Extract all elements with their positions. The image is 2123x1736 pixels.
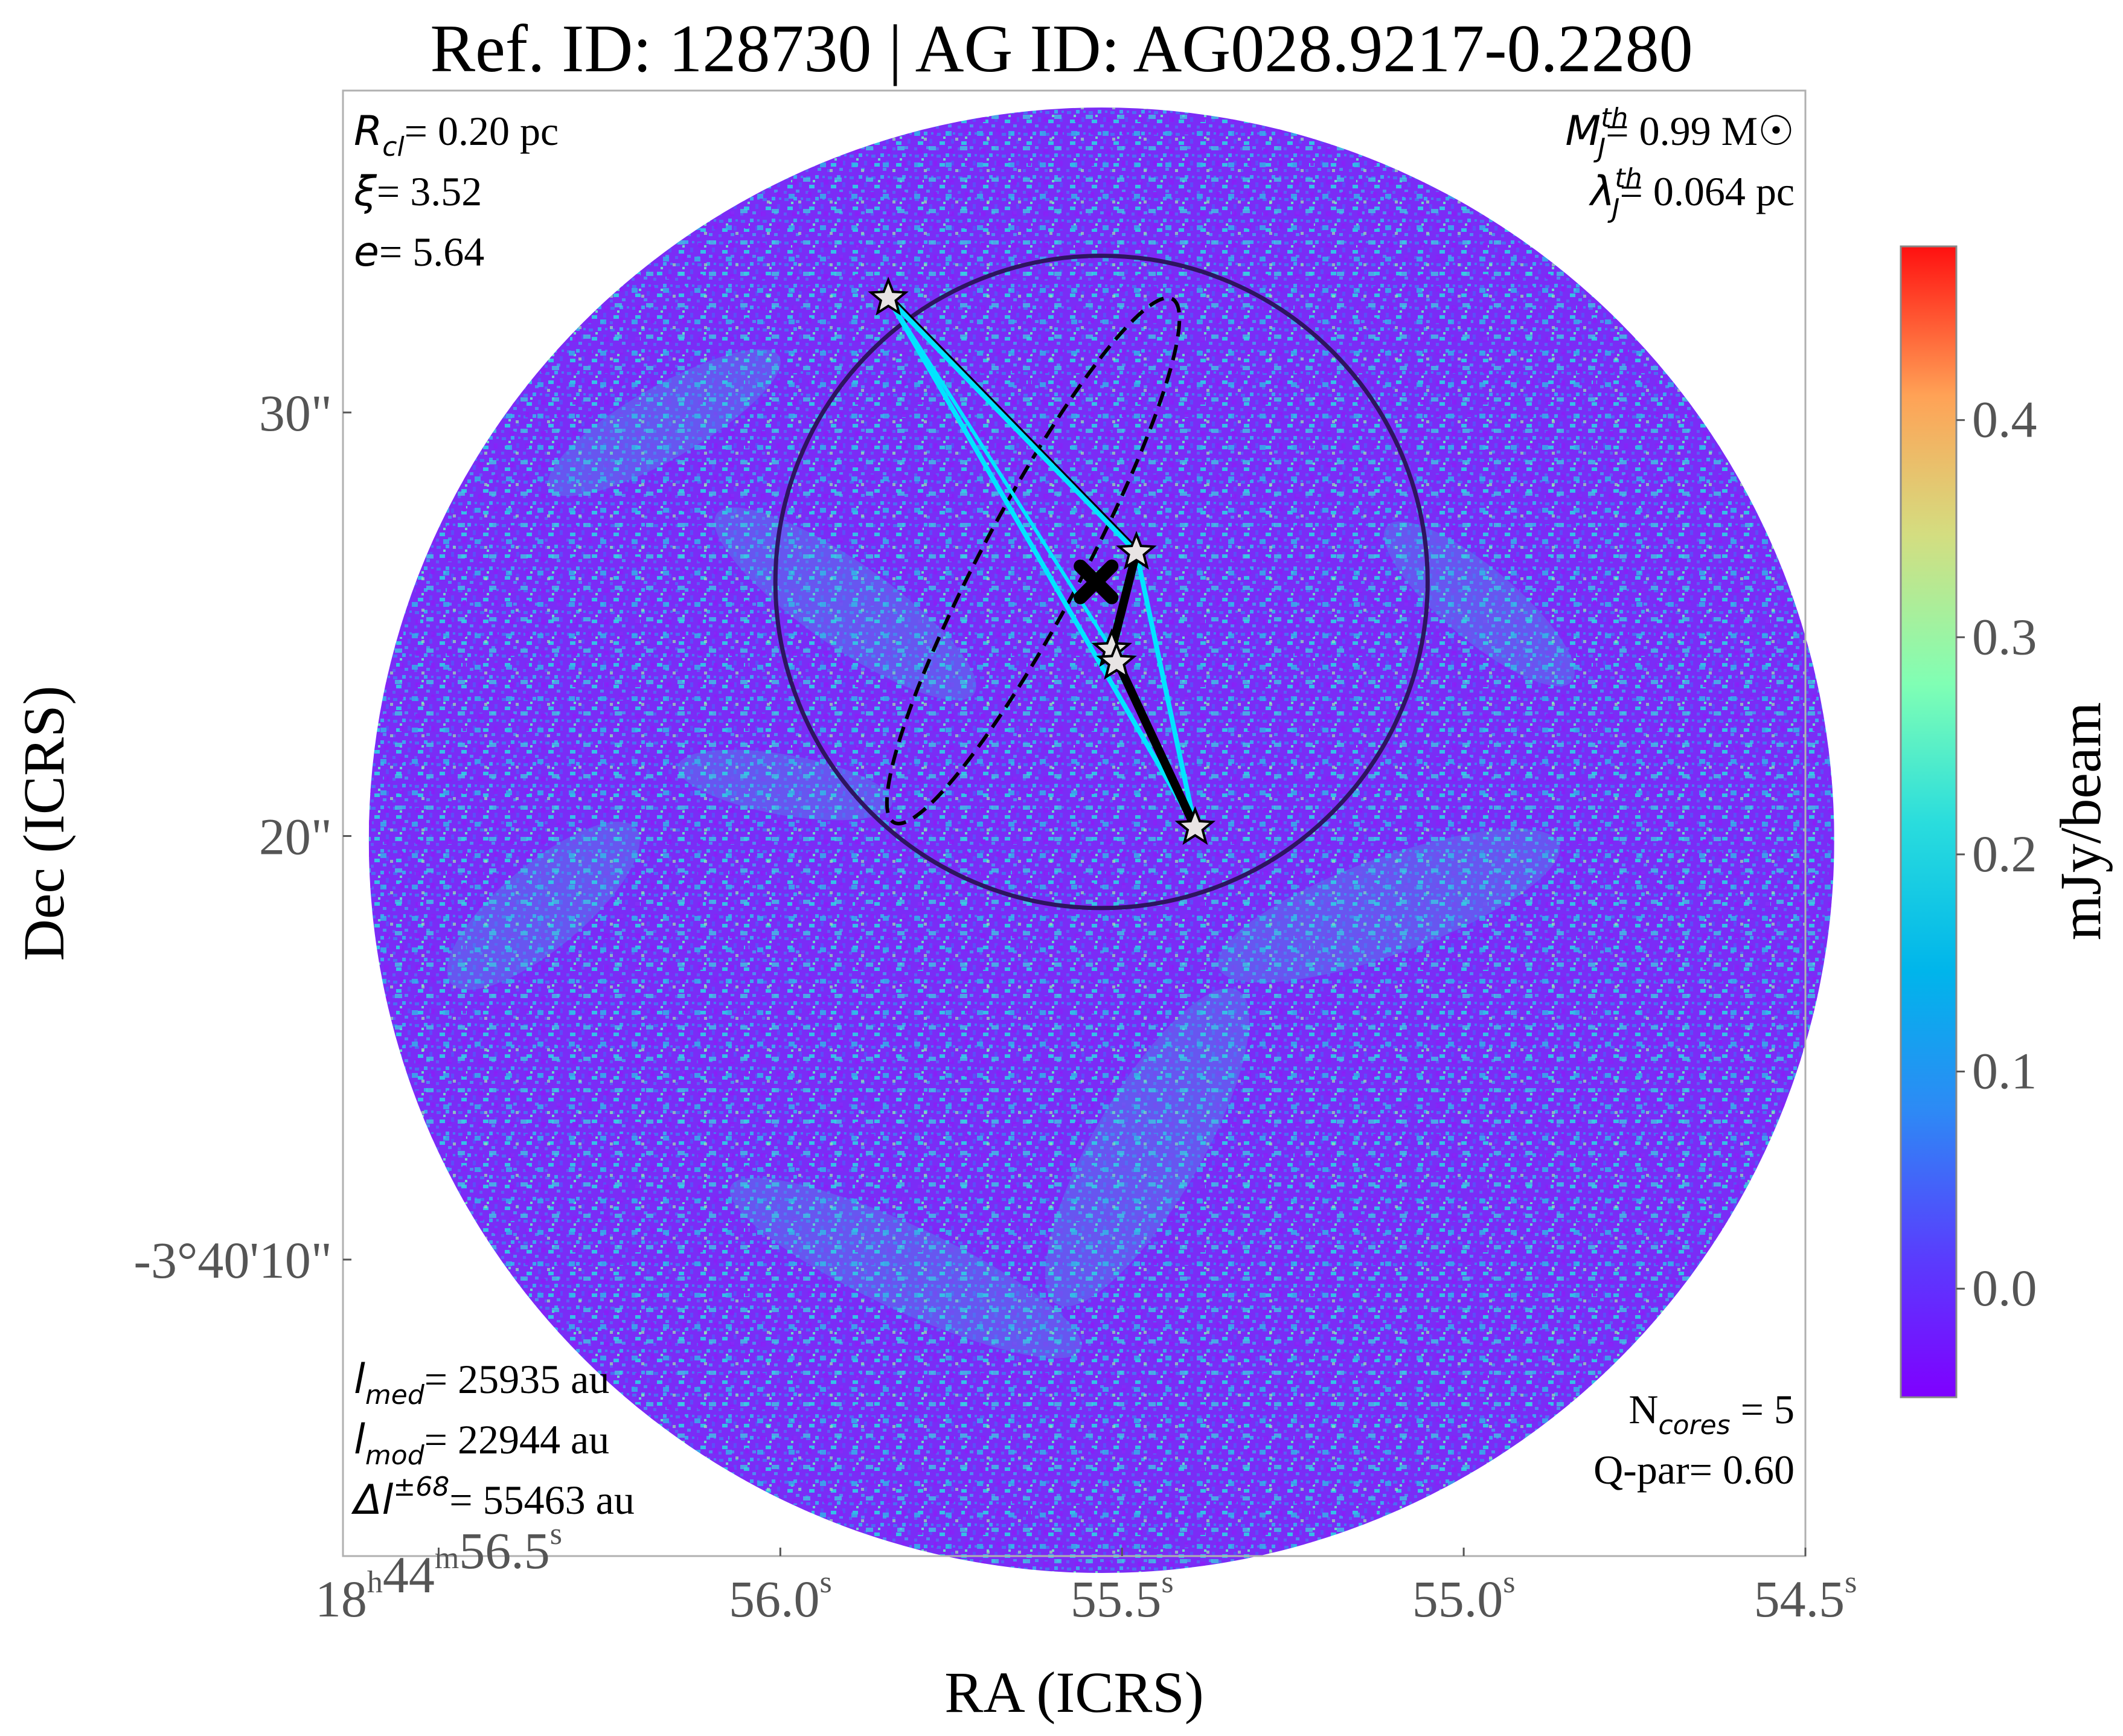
annotation-top-right: Mth J= 0.99 M☉ — [1565, 103, 1795, 164]
y-tick-label: 20" — [259, 808, 332, 866]
annotation-top-left: ξ= 3.52 — [353, 168, 482, 216]
annotation-top-right: λth J= 0.064 pc — [1589, 163, 1795, 224]
core-star — [1174, 806, 1216, 845]
colorbar-tick-label: 0.3 — [1972, 607, 2037, 665]
x-tick-label: 18h44m56.5s — [315, 1517, 562, 1628]
convex-hull — [886, 296, 1198, 829]
y-axis-label: Dec (ICRS) — [11, 686, 76, 961]
core-star — [868, 277, 909, 316]
annotations: Rcl= 0.20 pc ξ= 3.52 e= 5.64 Mth J= 0.99 M☉λ… — [351, 103, 1795, 1524]
core-star — [1116, 531, 1157, 570]
annotation-bottom-right: Q-par= 0.60 — [1593, 1447, 1795, 1493]
annotation-bottom-left: Δl±68= 55463 au — [351, 1472, 635, 1524]
overlay-layer — [773, 254, 1430, 911]
colorbar-tick-label: 0.1 — [1972, 1042, 2037, 1100]
x-tick-label: 56.0s — [729, 1565, 832, 1628]
colorbar-ticks: 0.0 0.1 0.2 0.3 0.4 — [1956, 391, 2037, 1317]
emission-streak — [729, 1177, 1082, 1359]
colorbar-gradient — [1900, 245, 1958, 1398]
axes: 18h44m56.5s 56.0s 55.5s 55.0s 54.5s -3°40'10"… — [11, 384, 1857, 1725]
annotation-bottom-left: lmod= 22944 au — [354, 1416, 609, 1471]
x-tick-label: 55.0s — [1412, 1565, 1516, 1628]
colorbar-tick-label: 0.2 — [1972, 825, 2037, 883]
emission-streak — [548, 349, 781, 496]
colorbar: 0.0 0.1 0.2 0.3 0.4 mJy/beam — [1900, 245, 2113, 1398]
annotation-top-left: e= 5.64 — [354, 228, 484, 276]
chart-title: Ref. ID: 128730 | AG ID: AG028.9217-0.22… — [430, 11, 1692, 86]
annotation-bottom-right: Ncores = 5 — [1628, 1386, 1795, 1441]
mst-edge — [1107, 645, 1200, 832]
noise-detail — [368, 107, 1834, 1574]
plot-frame — [342, 89, 1807, 1557]
colorbar-label: mJy/beam — [2048, 702, 2113, 941]
mst-edge — [1107, 548, 1141, 654]
y-tick-label: 30" — [259, 384, 332, 442]
intensity-map — [368, 107, 1834, 1574]
centroid-marker — [1074, 559, 1119, 604]
fit-ellipse — [885, 296, 1182, 825]
x-tick-label: 55.5s — [1071, 1565, 1174, 1628]
colorbar-tick-label: 0.0 — [1972, 1259, 2037, 1317]
colorbar-tick-label: 0.4 — [1972, 391, 2037, 449]
emission-streak — [1045, 988, 1250, 1307]
annotation-bottom-left: lmed= 25935 au — [354, 1356, 609, 1411]
x-axis-label: RA (ICRS) — [944, 1660, 1203, 1725]
core-star — [1096, 641, 1137, 680]
x-tick-label: 54.5s — [1754, 1565, 1857, 1628]
emission-streak — [677, 749, 892, 821]
emission-streak — [1217, 828, 1560, 983]
emission-streak — [714, 507, 976, 700]
fov-disc — [368, 107, 1834, 1574]
emission-streak — [1384, 521, 1575, 687]
annotation-top-left: Rcl= 0.20 pc — [354, 107, 559, 162]
y-tick-label: -3°40'10" — [133, 1231, 332, 1289]
clump-circle — [773, 254, 1430, 911]
hull-edge — [886, 297, 1113, 651]
emission-streak — [447, 821, 640, 990]
hull-edge-shadow — [892, 297, 1142, 553]
